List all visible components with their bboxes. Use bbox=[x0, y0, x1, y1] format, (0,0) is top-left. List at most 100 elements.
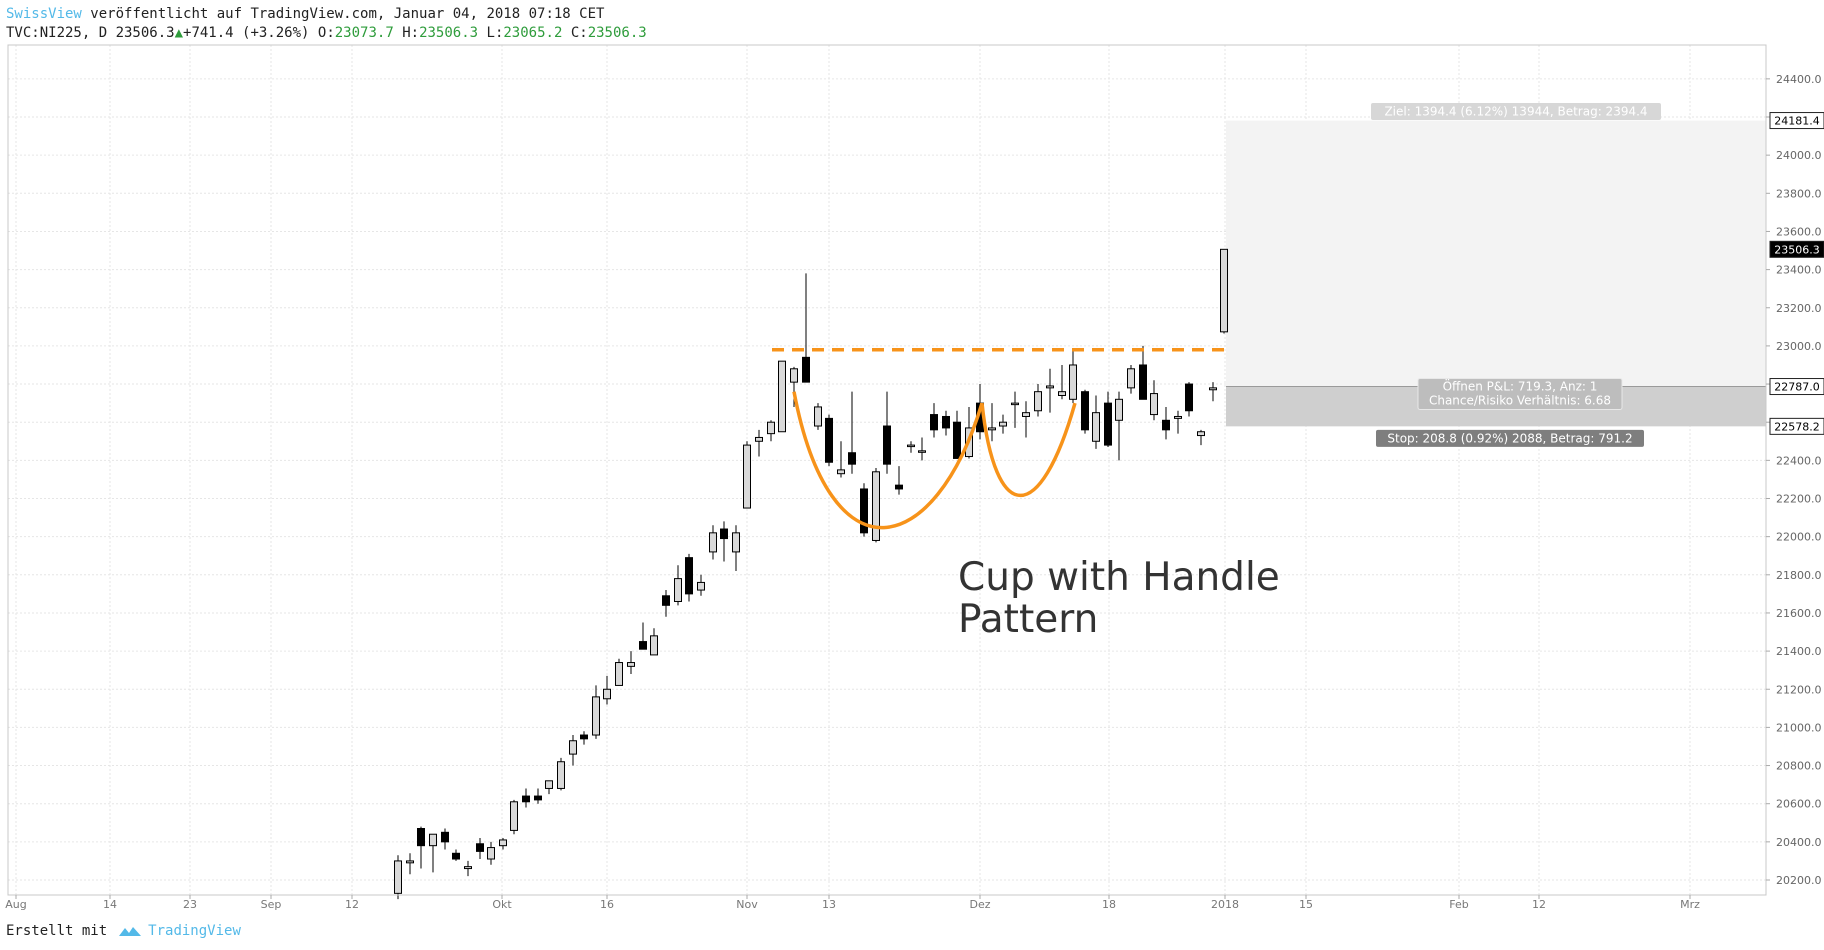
candle-body bbox=[464, 866, 472, 870]
position-zones bbox=[1226, 120, 1766, 427]
price-tag-label: 23506.3 bbox=[1774, 243, 1820, 256]
stop-label-bg bbox=[1376, 429, 1644, 447]
candle-body bbox=[930, 414, 938, 431]
open-value: 23073.7 bbox=[334, 25, 394, 41]
high-value: 23506.3 bbox=[419, 25, 479, 41]
candle-body bbox=[522, 795, 530, 803]
candle-body bbox=[476, 843, 484, 852]
cloud-logo-icon bbox=[119, 927, 142, 936]
price-tag-box bbox=[1769, 112, 1824, 130]
price-tag-label: 24181.4 bbox=[1774, 115, 1820, 128]
candle-body bbox=[814, 406, 822, 427]
pnl-box bbox=[1417, 378, 1623, 411]
chart-header: SwissView veröffentlicht auf TradingView… bbox=[6, 5, 647, 43]
candle-body bbox=[1022, 412, 1030, 417]
tradingview-brand: TradingView bbox=[148, 923, 241, 939]
x-tick-label: 12 bbox=[345, 898, 359, 911]
candle-body bbox=[1139, 364, 1147, 400]
y-tick-label: 21800.0 bbox=[1776, 569, 1822, 582]
low-value: 23065.2 bbox=[503, 25, 563, 41]
up-arrow-icon: ▲ bbox=[174, 25, 184, 41]
candle-body bbox=[441, 831, 449, 843]
candle-body bbox=[545, 780, 553, 789]
candle-body bbox=[697, 581, 705, 591]
candle-body bbox=[510, 801, 518, 831]
y-tick-label: 21400.0 bbox=[1776, 645, 1822, 658]
cup-handle-pattern bbox=[772, 347, 1225, 530]
price-tag-box bbox=[1769, 378, 1824, 396]
candle-body bbox=[999, 421, 1007, 427]
candle-body bbox=[907, 444, 915, 448]
tradingview-link[interactable]: TradingView bbox=[117, 923, 241, 939]
x-tick-label: 16 bbox=[600, 898, 614, 911]
candle-body bbox=[825, 417, 833, 463]
candle-body bbox=[790, 368, 798, 383]
candle-body bbox=[1069, 364, 1077, 400]
candle-body bbox=[778, 360, 786, 433]
price-axis[interactable]: 20200.0 20400.0 20600.0 20800.0 21000.0 21200… bbox=[1765, 45, 1824, 895]
candle-body bbox=[1150, 393, 1158, 416]
candle-body bbox=[487, 847, 495, 860]
candle-body bbox=[1104, 402, 1112, 446]
close-label: C: bbox=[570, 25, 588, 41]
candle-body bbox=[732, 532, 740, 553]
candle-body bbox=[650, 635, 658, 656]
y-tick-label: 23000.0 bbox=[1776, 340, 1822, 353]
stop-label: Stop: 208.8 (0.92%) 2088, Betrag: 791.2 bbox=[1387, 431, 1632, 445]
candle-body bbox=[883, 425, 891, 465]
candle-body bbox=[743, 444, 751, 509]
target-zone bbox=[1226, 120, 1766, 387]
target-label-bg bbox=[1371, 103, 1661, 121]
candle-body bbox=[1197, 431, 1205, 437]
candle-body bbox=[953, 421, 961, 459]
change-value: +741.4 (+3.26%) bbox=[183, 25, 310, 41]
candle-body bbox=[452, 852, 460, 860]
candle-body bbox=[942, 415, 950, 429]
footer: Erstellt mit TradingView bbox=[6, 923, 241, 939]
x-tick-label: Mrz bbox=[1680, 898, 1700, 911]
candle-body bbox=[417, 827, 425, 847]
candle-body bbox=[1092, 412, 1100, 442]
candle-body bbox=[1034, 391, 1042, 412]
candle-body bbox=[406, 860, 414, 864]
y-tick-label: 22400.0 bbox=[1776, 454, 1822, 467]
candle-body bbox=[1185, 383, 1193, 412]
close-value: 23506.3 bbox=[587, 25, 647, 41]
candle-body bbox=[1058, 391, 1066, 396]
candle-body bbox=[1162, 419, 1170, 431]
x-tick-label: Sep bbox=[261, 898, 282, 911]
symbol-info: TVC:NI225, D 23506.3 bbox=[6, 25, 175, 41]
candle-body bbox=[580, 734, 588, 740]
publisher-link[interactable]: SwissView bbox=[6, 6, 82, 22]
candle-body bbox=[848, 452, 856, 465]
y-tick-label: 21600.0 bbox=[1776, 607, 1822, 620]
y-tick-label: 23200.0 bbox=[1776, 302, 1822, 315]
candle-body bbox=[720, 528, 728, 540]
y-tick-label: 23600.0 bbox=[1776, 225, 1822, 238]
x-tick-label: 14 bbox=[103, 898, 117, 911]
candle-body bbox=[394, 860, 402, 894]
pnl-label: Öffnen P&L: 719.3, Anz: 1 bbox=[1443, 378, 1598, 394]
candle-body bbox=[1174, 415, 1182, 419]
x-tick-label: 23 bbox=[183, 898, 197, 911]
candle-body bbox=[627, 662, 635, 667]
candle-body bbox=[1081, 391, 1089, 431]
x-tick-label: Aug bbox=[5, 898, 26, 911]
y-tick-label: 20600.0 bbox=[1776, 798, 1822, 811]
price-tag-box bbox=[1769, 240, 1824, 258]
candle-body bbox=[429, 833, 437, 847]
y-tick-label: 21200.0 bbox=[1776, 683, 1822, 696]
y-tick-label: 22000.0 bbox=[1776, 531, 1822, 544]
time-axis[interactable]: Aug 14 23 Sep 12 Okt 16 Nov 13 Dez 18 2018 15 Feb 12 Mr… bbox=[5, 894, 1766, 911]
position-labels: Ziel: 1394.4 (6.12%) 13944, Betrag: 2394… bbox=[1371, 103, 1661, 447]
candle-body bbox=[918, 450, 926, 453]
y-tick-label: 20800.0 bbox=[1776, 760, 1822, 773]
y-tick-label: 23800.0 bbox=[1776, 187, 1822, 200]
candle-body bbox=[1115, 398, 1123, 421]
candle-body bbox=[557, 761, 565, 789]
candle-body bbox=[802, 356, 810, 383]
y-tick-label: 23400.0 bbox=[1776, 264, 1822, 277]
candle-body bbox=[988, 427, 996, 431]
candle-body bbox=[767, 421, 775, 435]
